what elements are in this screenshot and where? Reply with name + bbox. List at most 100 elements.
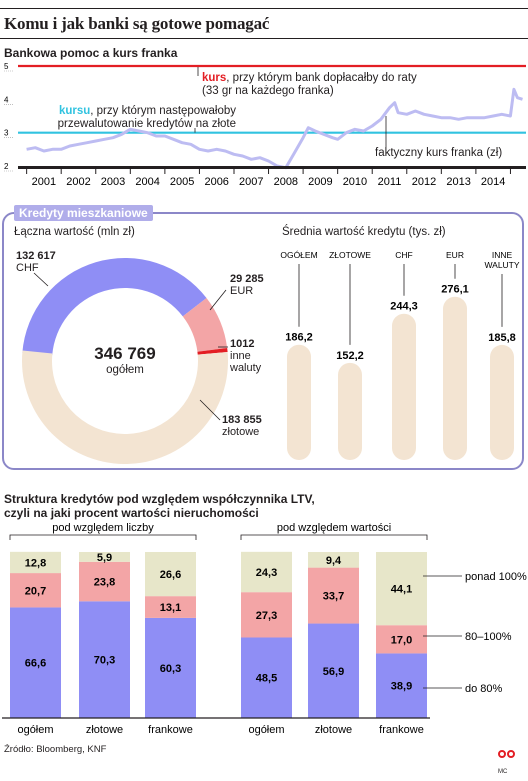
segment-value-label: 24,3 — [256, 567, 277, 579]
x-tick-label: 2006 — [204, 176, 228, 188]
stacked-segment — [79, 601, 130, 718]
segment-value-label: 23,8 — [94, 577, 115, 589]
stacked-segment — [145, 552, 196, 597]
total-value-donut-chart — [21, 258, 229, 464]
slice-label-chf: 132 617 CHF — [16, 250, 56, 274]
stacked-segment — [376, 653, 427, 718]
cyan-line-note: kursu, przy którym następowałoby przewal… — [30, 105, 236, 131]
segment-value-label: 48,5 — [256, 673, 277, 685]
donut-slice-pln — [21, 350, 229, 464]
chf-leader — [33, 272, 49, 287]
bar-category-label: OGÓŁEM — [280, 250, 317, 260]
segment-value-label: 27,3 — [256, 610, 277, 622]
segment-value-label: 44,1 — [391, 584, 412, 596]
y-tick-label: 4 — [4, 95, 9, 104]
stacked-segment — [376, 552, 427, 626]
red-note-text: , przy którym bank dopłacałby do raty — [226, 72, 417, 84]
stacked-segment — [241, 637, 292, 718]
segment-value-label: 13,1 — [160, 602, 181, 614]
group-bracket — [240, 534, 428, 540]
bar-category-label: ZŁOTOWE — [329, 250, 371, 260]
bar-category-label: EUR — [446, 250, 464, 260]
legend-label: 80–100% — [465, 631, 512, 643]
average-bar — [443, 296, 467, 460]
average-bar — [338, 362, 362, 460]
x-tick-label: 2011 — [378, 176, 402, 188]
x-tick-label: 2007 — [239, 176, 263, 188]
bar-value-label: 276,1 — [441, 284, 469, 296]
group-bracket — [9, 534, 197, 540]
segment-value-label: 66,6 — [25, 658, 46, 670]
slice-value-pln: 183 855 — [222, 414, 262, 426]
red-note-bold: kurs — [202, 72, 227, 84]
bar-value-label: 152,2 — [336, 350, 364, 362]
legend-label: ponad 100% — [465, 571, 527, 583]
slice-value-other: 1012 — [230, 338, 255, 350]
cyan-note-text-2: przewalutowanie kredytów na złote — [57, 118, 236, 130]
bar-category-label: frankowe — [148, 724, 193, 736]
bar-category-label: INNE — [492, 250, 513, 260]
stacked-segment — [308, 567, 359, 624]
mortgage-panel-label: Kredyty mieszkaniowe — [14, 205, 153, 221]
bar-category-label: ogółem — [248, 724, 284, 736]
legend-label: do 80% — [465, 683, 503, 695]
stacked-segment — [10, 607, 61, 718]
franc-rate-series-line — [26, 87, 523, 170]
x-tick-label: 2014 — [481, 176, 505, 188]
x-tick-label: 2005 — [170, 176, 194, 188]
segment-value-label: 20,7 — [25, 585, 46, 597]
bar-value-label: 244,3 — [390, 301, 418, 313]
logo-icon-2 — [507, 749, 515, 758]
stacked-segment — [10, 551, 61, 574]
segment-value-label: 70,3 — [94, 655, 115, 667]
bar-value-label: 186,2 — [285, 332, 313, 344]
x-tick-label: 2009 — [308, 176, 332, 188]
stacked-segment — [308, 623, 359, 718]
bar-category-label: WALUTY — [484, 260, 519, 270]
slice-value-chf: 132 617 — [16, 250, 56, 262]
x-tick-label: 2010 — [343, 176, 367, 188]
logo-icon — [498, 749, 506, 758]
segment-value-label: 56,9 — [323, 666, 344, 678]
slice-label-eur: 29 285 EUR — [230, 273, 264, 297]
stacked-segment — [145, 596, 196, 618]
average-bar — [392, 313, 416, 460]
stacked-segment — [79, 552, 130, 562]
donut-slice-chf — [22, 258, 207, 356]
mortgage-panel — [2, 212, 524, 470]
stacked-segment — [10, 573, 61, 608]
donut-title: Łączna wartość (mln zł) — [14, 226, 135, 238]
line-chart-title: Bankowa pomoc a kurs franka — [4, 46, 178, 60]
donut-total: 346 769 — [94, 344, 156, 363]
slice-label-other: 1012 inne waluty — [230, 338, 270, 374]
bars-title: Średnia wartość kredytu (tys. zł) — [282, 226, 446, 238]
segment-value-label: 5,9 — [97, 552, 112, 564]
ltv-title-1: Struktura kredytów pod względem współczy… — [4, 492, 315, 506]
bar-category-label: złotowe — [86, 724, 123, 736]
source-note: Źródło: Bloomberg, KNF — [4, 744, 107, 755]
actual-rate-label: faktyczny kurs franka (zł) — [373, 147, 505, 159]
stacked-segment — [79, 561, 130, 602]
stacked-segment — [145, 617, 196, 718]
x-tick-label: 2002 — [66, 176, 90, 188]
stacked-segment — [376, 625, 427, 654]
ltv-title-2: czyli na jaki procent wartości nieruchom… — [4, 506, 259, 520]
cyan-note-text: , przy którym następowałoby — [90, 105, 236, 117]
donut-slice-other — [197, 347, 228, 355]
average-bar — [287, 344, 311, 460]
slice-name-chf: CHF — [16, 262, 39, 274]
logo-text: MC — [498, 768, 508, 775]
top-rule — [0, 8, 528, 9]
y-tick-label: 5 — [4, 62, 9, 71]
y-tick-label: 2 — [4, 162, 9, 171]
segment-value-label: 12,8 — [25, 557, 46, 569]
segment-value-label: 33,7 — [323, 591, 344, 603]
title-rule — [0, 38, 528, 39]
slice-name-eur: EUR — [230, 285, 254, 297]
x-tick-label: 2003 — [101, 176, 125, 188]
x-tick-label: 2008 — [274, 176, 298, 188]
donut-slice-eur — [182, 298, 228, 352]
group-label: pod względem liczby — [52, 522, 154, 534]
average-bar — [490, 344, 514, 460]
